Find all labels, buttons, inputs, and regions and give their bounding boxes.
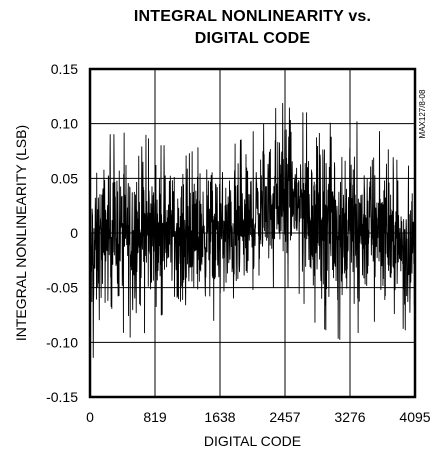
- inl-trace: [89, 102, 416, 358]
- x-axis-label: DIGITAL CODE: [204, 433, 301, 449]
- x-tick-label: 2457: [269, 409, 300, 425]
- y-tick-labels: -0.15 -0.10 -0.05 0 0.05 0.10 0.15: [46, 61, 78, 405]
- chart-title-line-1: INTEGRAL NONLINEARITY vs.: [133, 8, 372, 25]
- y-tick-label: -0.10: [46, 334, 78, 350]
- plot-frame: [88, 67, 417, 399]
- x-tick-label: 1638: [204, 409, 235, 425]
- x-tick-labels: 0 819 1638 2457 3276 4095: [86, 409, 431, 425]
- x-tick-label: 4095: [399, 409, 430, 425]
- y-axis-label: INTEGRAL NONLINEARITY (LSB): [13, 125, 29, 341]
- x-tick-label: 3276: [334, 409, 365, 425]
- inl-series-line: [89, 102, 416, 358]
- x-tick-label: 0: [86, 409, 94, 425]
- y-tick-label: 0.05: [51, 170, 78, 186]
- chart-title-line-2: DIGITAL CODE: [194, 30, 311, 47]
- x-tick-label: 819: [143, 409, 167, 425]
- y-tick-label: 0.10: [51, 116, 78, 132]
- y-tick-label: -0.05: [46, 280, 78, 296]
- y-tick-label: 0.15: [51, 61, 78, 77]
- y-tick-label: 0: [70, 225, 78, 241]
- y-tick-label: -0.15: [46, 389, 78, 405]
- figure-id: MAX127/8-08: [418, 89, 427, 138]
